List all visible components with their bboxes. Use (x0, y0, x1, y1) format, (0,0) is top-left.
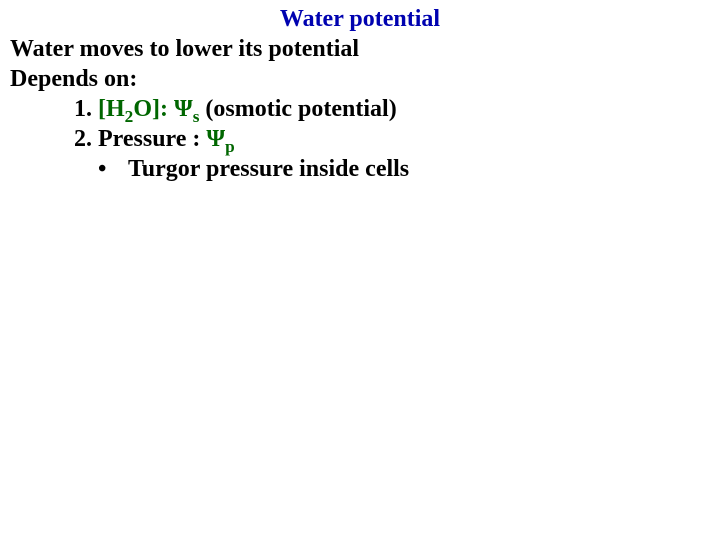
line-water-moves: Water moves to lower its potential (10, 34, 710, 64)
item-number-1: 1. (44, 94, 98, 124)
line-depends-on: Depends on: (10, 64, 710, 94)
h2o-bracket: [H2O]: Ψs (98, 96, 199, 122)
slide-title: Water potential (10, 4, 710, 34)
item-number-2: 2. (44, 124, 98, 154)
list-item-2: 2.Pressure : Ψp (10, 124, 710, 154)
osmotic-label: (osmotic potential) (199, 96, 396, 122)
slide-content: Water potential Water moves to lower its… (0, 0, 720, 188)
sub-bullet-turgor: •Turgor pressure inside cells (10, 154, 710, 184)
psi-p: Ψp (206, 126, 234, 152)
pressure-label: Pressure : (98, 126, 206, 152)
list-item-1: 1.[H2O]: Ψs (osmotic potential) (10, 94, 710, 124)
bullet-icon: • (98, 154, 128, 184)
turgor-text: Turgor pressure inside cells (128, 156, 409, 182)
